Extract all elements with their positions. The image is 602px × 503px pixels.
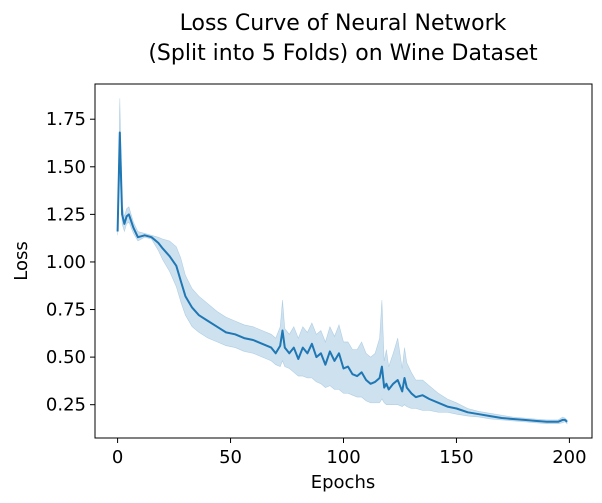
y-axis-ticks: 0.25 0.50 0.75 1.00 1.25 1.50 1.75 <box>46 109 95 416</box>
x-tick-label: 200 <box>552 447 586 468</box>
y-tick-label: 0.50 <box>46 347 86 368</box>
y-tick-label: 0.25 <box>46 395 86 416</box>
x-axis-ticks: 0 50 100 150 200 <box>112 438 587 468</box>
loss-line <box>116 131 568 423</box>
x-tick-label: 50 <box>219 447 242 468</box>
plot-area <box>116 98 568 425</box>
confidence-band <box>117 98 568 425</box>
x-tick-label: 0 <box>112 447 123 468</box>
y-tick-label: 0.75 <box>46 300 86 321</box>
y-tick-label: 1.75 <box>46 109 86 130</box>
chart-title-line2: (Split into 5 Folds) on Wine Dataset <box>148 41 538 66</box>
y-tick-label: 1.25 <box>46 204 86 225</box>
x-axis-label: Epochs <box>311 472 376 493</box>
y-axis-label: Loss <box>11 241 32 280</box>
x-tick-label: 150 <box>439 447 473 468</box>
y-tick-label: 1.50 <box>46 157 86 178</box>
chart-title-line1: Loss Curve of Neural Network <box>180 11 507 36</box>
x-tick-label: 100 <box>326 447 360 468</box>
y-tick-label: 1.00 <box>46 252 86 273</box>
